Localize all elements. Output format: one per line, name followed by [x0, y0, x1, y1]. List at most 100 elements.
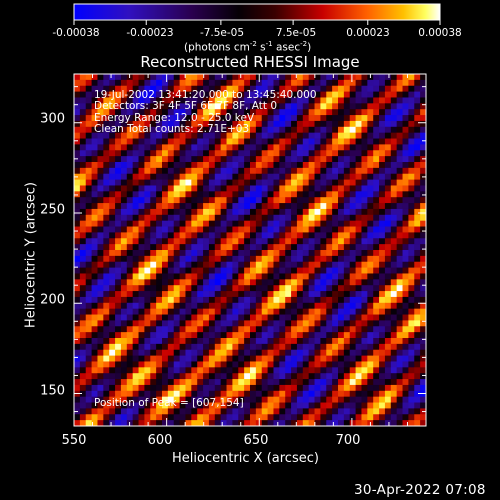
heatmap-cell: [408, 402, 415, 409]
heatmap-cell: [167, 379, 175, 386]
heatmap-cell: [132, 79, 139, 87]
heatmap-cell: [355, 203, 362, 210]
heatmap-cell: [296, 150, 304, 157]
heatmap-cell: [220, 109, 227, 116]
heatmap-cell: [332, 279, 339, 286]
heatmap-cell: [355, 361, 362, 368]
heatmap-cell: [179, 355, 186, 362]
heatmap-cell: [173, 97, 180, 104]
heatmap-cell: [185, 273, 192, 280]
heatmap-cell: [420, 373, 426, 380]
heatmap-cell: [208, 97, 216, 104]
heatmap-cell: [179, 320, 186, 327]
heatmap-cell: [103, 91, 110, 98]
heatmap-cell: [144, 191, 151, 198]
heatmap-cell: [390, 314, 398, 321]
heatmap-cell: [279, 279, 286, 286]
heatmap-cell: [208, 414, 216, 421]
heatmap-cell: [126, 314, 134, 321]
heatmap-cell: [179, 285, 186, 292]
heatmap-cell: [367, 214, 374, 222]
heatmap-cell: [373, 402, 380, 409]
heatmap-cell: [226, 126, 233, 134]
heatmap-cell: [232, 414, 239, 421]
heatmap-cell: [144, 144, 151, 151]
heatmap-cell: [79, 296, 87, 304]
heatmap-cell: [296, 338, 304, 345]
heatmap-cell: [220, 296, 227, 304]
heatmap-cell: [361, 338, 368, 345]
heatmap-cell: [167, 109, 175, 116]
heatmap-cell: [115, 402, 122, 409]
heatmap-cell: [79, 197, 87, 204]
heatmap-cell: [126, 79, 134, 87]
heatmap-cell: [173, 367, 180, 374]
heatmap-cell: [279, 173, 286, 180]
heatmap-cell: [390, 238, 398, 245]
heatmap-cell: [91, 396, 98, 403]
heatmap-cell: [402, 144, 409, 151]
heatmap-cell: [408, 238, 415, 245]
heatmap-cell: [203, 349, 210, 356]
heatmap-cell: [138, 373, 145, 380]
heatmap-cell: [408, 273, 415, 280]
heatmap-cell: [273, 338, 280, 345]
heatmap-cell: [150, 203, 157, 210]
heatmap-cell: [74, 396, 81, 403]
heatmap-cell: [384, 361, 392, 368]
heatmap-cell: [150, 279, 157, 286]
heatmap-cell: [343, 349, 351, 356]
heatmap-cell: [85, 261, 92, 268]
heatmap-cell: [349, 109, 356, 116]
heatmap-cell: [79, 150, 87, 157]
heatmap-cell: [361, 367, 368, 374]
heatmap-cell: [332, 132, 339, 139]
heatmap-cell: [408, 291, 415, 298]
heatmap-cell: [255, 173, 263, 180]
heatmap-cell: [162, 162, 169, 169]
heatmap-cell: [285, 91, 292, 98]
heatmap-cell: [109, 97, 116, 104]
heatmap-cell: [214, 208, 222, 216]
heatmap-cell: [279, 255, 286, 263]
heatmap-cell: [115, 197, 122, 204]
heatmap-cell: [361, 191, 368, 198]
heatmap-cell: [156, 214, 163, 222]
heatmap-cell: [244, 314, 251, 321]
heatmap-cell: [261, 197, 268, 204]
heatmap-cell: [79, 414, 87, 421]
heatmap-cell: [167, 232, 175, 239]
heatmap-cell: [220, 156, 227, 163]
heatmap-cell: [326, 273, 333, 280]
heatmap-cell: [402, 244, 409, 251]
heatmap-cell: [332, 85, 339, 92]
heatmap-cell: [302, 244, 310, 251]
heatmap-cell: [267, 132, 274, 139]
heatmap-cell: [279, 373, 286, 380]
heatmap-cell: [162, 214, 169, 222]
heatmap-cell: [384, 314, 392, 321]
heatmap-cell: [226, 296, 233, 304]
heatmap-cell: [314, 220, 321, 227]
heatmap-cell: [208, 138, 216, 145]
heatmap-cell: [109, 414, 116, 421]
heatmap-cell: [250, 85, 257, 92]
heatmap-cell: [296, 267, 304, 274]
heatmap-cell: [103, 414, 110, 421]
heatmap-cell: [250, 343, 257, 351]
heatmap-cell: [238, 355, 245, 362]
heatmap-cell: [74, 338, 81, 345]
heatmap-cell: [85, 279, 92, 286]
heatmap-cell: [390, 203, 398, 210]
heatmap-cell: [120, 361, 128, 368]
heatmap-cell: [103, 79, 110, 87]
heatmap-cell: [85, 361, 92, 368]
heatmap-cell: [343, 361, 351, 368]
heatmap-cell: [279, 115, 286, 122]
heatmap-cell: [208, 261, 216, 268]
heatmap-cell: [97, 173, 104, 180]
heatmap-cell: [379, 308, 386, 315]
heatmap-cell: [115, 79, 122, 87]
heatmap-cell: [302, 197, 310, 204]
heatmap-cell: [273, 296, 280, 304]
